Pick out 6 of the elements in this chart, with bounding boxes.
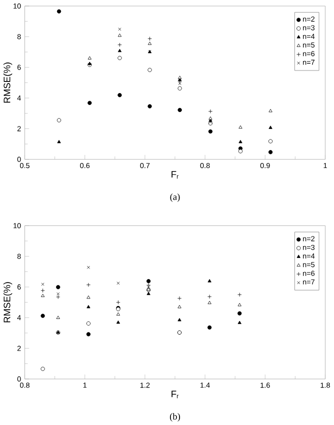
y-axis-title: RMSE(%) <box>4 62 12 103</box>
text: (b) <box>170 413 180 422</box>
y-axis-title: RMSE(%) <box>4 282 12 322</box>
x-axis-title: F$_{r}$ <box>172 390 179 398</box>
text: (a) <box>170 193 180 202</box>
x-axis-title: F$_{r}$ <box>172 171 179 179</box>
